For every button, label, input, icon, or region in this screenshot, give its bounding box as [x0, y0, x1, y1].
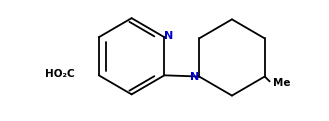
Text: N: N: [164, 31, 173, 41]
Text: N: N: [190, 72, 199, 82]
Text: Me: Me: [273, 78, 291, 88]
Text: HO₂C: HO₂C: [44, 69, 74, 79]
